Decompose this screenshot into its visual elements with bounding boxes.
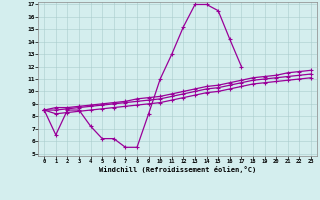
X-axis label: Windchill (Refroidissement éolien,°C): Windchill (Refroidissement éolien,°C): [99, 166, 256, 173]
